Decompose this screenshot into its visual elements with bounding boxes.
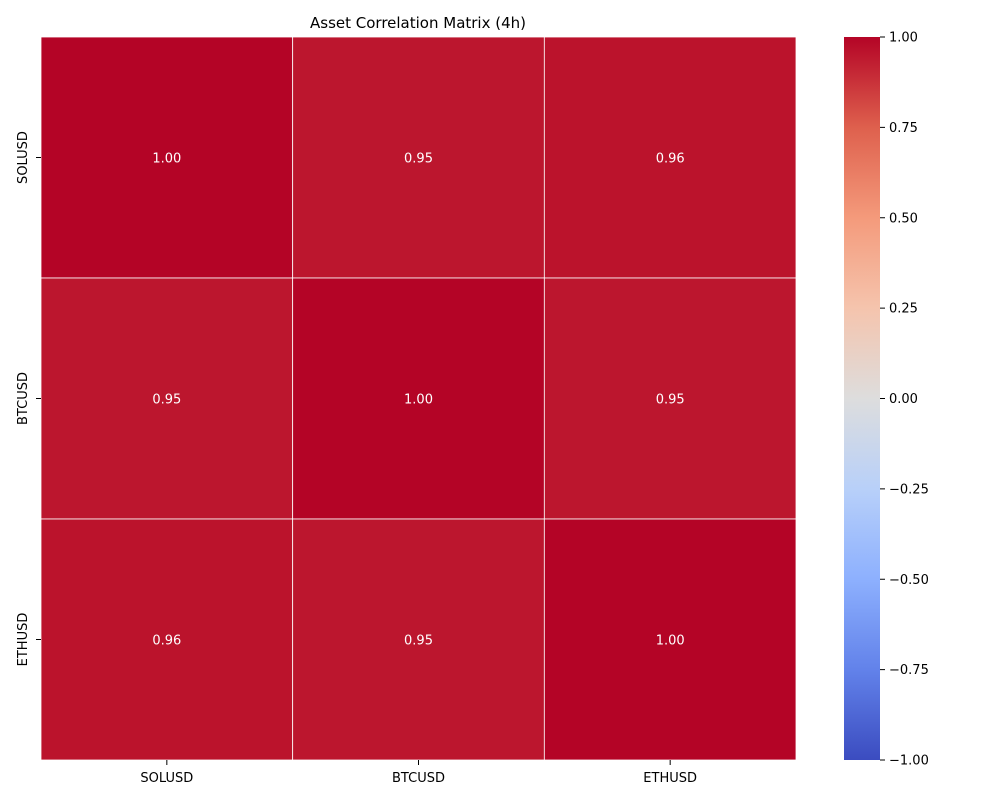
heatmap-cell: [543, 36, 797, 279]
cell-annotation: 0.95: [656, 393, 685, 408]
y-tick-label: SOLUSD: [16, 131, 31, 184]
colorbar-tick-label: −1.00: [889, 754, 929, 769]
heatmap-cell: [40, 36, 294, 279]
y-tick-label: BTCUSD: [16, 372, 31, 425]
colorbar-tick-label: 0.25: [889, 302, 918, 317]
cell-annotation: 1.00: [656, 634, 685, 649]
x-tick-label: BTCUSD: [392, 771, 445, 786]
heatmap-cell: [40, 277, 294, 520]
cell-annotation: 0.96: [656, 152, 685, 167]
cell-annotation: 0.95: [404, 634, 433, 649]
cell-annotation: 0.96: [152, 634, 181, 649]
colorbar-tick-label: 0.75: [889, 121, 918, 136]
colorbar-tick-label: 1.00: [889, 31, 918, 46]
colorbar-gradient: [844, 37, 880, 760]
colorbar-tick-label: −0.25: [889, 482, 929, 497]
colorbar-tick-label: 0.50: [889, 211, 918, 226]
cell-annotation: 1.00: [404, 393, 433, 408]
heatmap-cell: [543, 277, 797, 520]
y-tick-label: ETHUSD: [16, 613, 31, 667]
x-axis: SOLUSD BTCUSD ETHUSD: [140, 760, 697, 786]
heatmap-cell: [292, 36, 545, 279]
heatmap-cell: [40, 518, 294, 761]
heatmap-cell: [292, 518, 545, 761]
heatmap-cell: [292, 277, 545, 520]
cell-annotation: 1.00: [152, 152, 181, 167]
y-axis: SOLUSD BTCUSD ETHUSD: [16, 131, 41, 666]
colorbar-tick-label: −0.75: [889, 663, 929, 678]
cell-annotation: 0.95: [152, 393, 181, 408]
cell-annotations: 1.00 0.95 0.96 0.95 1.00 0.95 0.96 0.95 1.00: [152, 152, 684, 649]
colorbar: 1.00 0.75 0.50 0.25 0.00 −0.25 −0.50 −0.75 −1.00: [844, 31, 929, 769]
colorbar-tick-label: −0.50: [889, 573, 929, 588]
x-tick-label: ETHUSD: [643, 771, 697, 786]
cell-annotation: 0.95: [404, 152, 433, 167]
x-tick-label: SOLUSD: [140, 771, 193, 786]
chart-title: Asset Correlation Matrix (4h): [310, 14, 526, 32]
heatmap-cells: [40, 36, 797, 761]
colorbar-tick-label: 0.00: [889, 392, 918, 407]
